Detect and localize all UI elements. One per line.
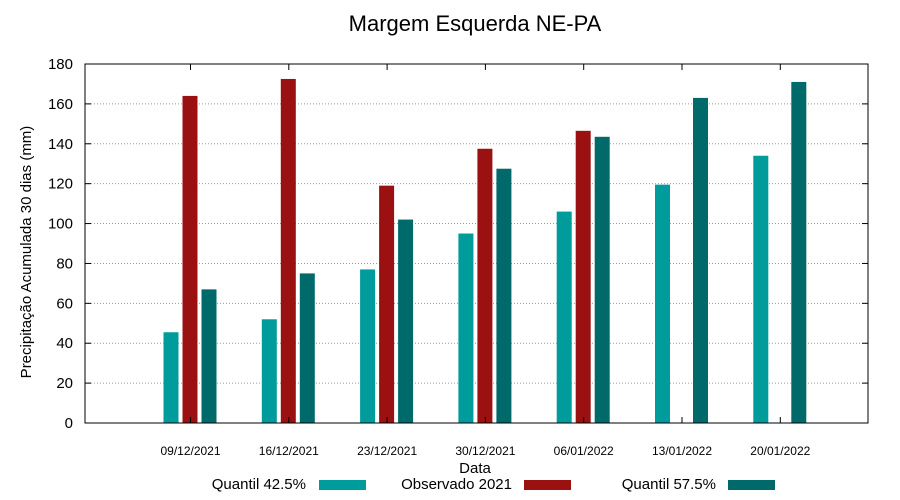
bar	[201, 289, 217, 423]
legend-label: Observado 2021	[401, 476, 512, 493]
y-tick-label: 60	[56, 295, 73, 312]
bar	[655, 184, 670, 423]
y-tick-label: 140	[48, 136, 73, 153]
chart-title: Margem Esquerda NE-PA	[349, 11, 602, 36]
y-tick-label: 160	[48, 96, 73, 113]
x-tick-label: 20/01/2022	[750, 444, 810, 458]
legend-swatch	[728, 480, 775, 490]
x-tick-label: 16/12/2021	[259, 444, 319, 458]
bar	[458, 233, 474, 423]
x-tick-label: 13/01/2022	[652, 444, 712, 458]
bar	[398, 219, 414, 423]
y-axis-label: Precipitação Acumulada 30 dias (mm)	[18, 126, 35, 379]
plot-frame	[84, 63, 869, 424]
y-tick-label: 120	[48, 176, 73, 193]
bar	[360, 269, 376, 423]
bar	[556, 211, 572, 423]
y-tick-label: 0	[65, 415, 73, 432]
y-tick-label: 20	[56, 375, 73, 392]
y-axis-ticks: 0 20 40 60 80 100 120 140 160 180	[48, 56, 868, 432]
bar	[261, 319, 277, 423]
bars	[163, 78, 807, 424]
bar	[379, 185, 395, 423]
legend-label: Quantil 57.5%	[622, 476, 716, 493]
legend-label: Quantil 42.5%	[212, 476, 306, 493]
bar	[575, 130, 591, 423]
y-tick-label: 180	[48, 56, 73, 73]
y-tick-label: 40	[56, 335, 73, 352]
bar	[163, 332, 179, 423]
legend-swatch	[319, 480, 366, 490]
legend-swatch	[524, 480, 571, 490]
x-tick-label: 23/12/2021	[357, 444, 417, 458]
y-tick-label: 100	[48, 216, 73, 233]
x-axis-ticks: 09/12/2021 16/12/2021 23/12/2021 30/12/2021…	[160, 64, 811, 458]
x-tick-label: 06/01/2022	[554, 444, 614, 458]
legend: Quantil 42.5% Observado 2021 Quantil 57.5%	[212, 476, 775, 493]
bar	[280, 78, 296, 423]
bar	[753, 155, 769, 423]
bar	[594, 136, 610, 423]
bar	[496, 168, 512, 423]
bar	[791, 81, 807, 423]
x-tick-label: 30/12/2021	[455, 444, 515, 458]
y-tick-label: 80	[56, 255, 73, 272]
bar	[182, 95, 198, 424]
bar	[299, 273, 315, 423]
x-axis-label: Data	[459, 460, 491, 477]
x-tick-label: 09/12/2021	[160, 444, 220, 458]
bar	[693, 97, 708, 424]
bar	[477, 148, 493, 423]
